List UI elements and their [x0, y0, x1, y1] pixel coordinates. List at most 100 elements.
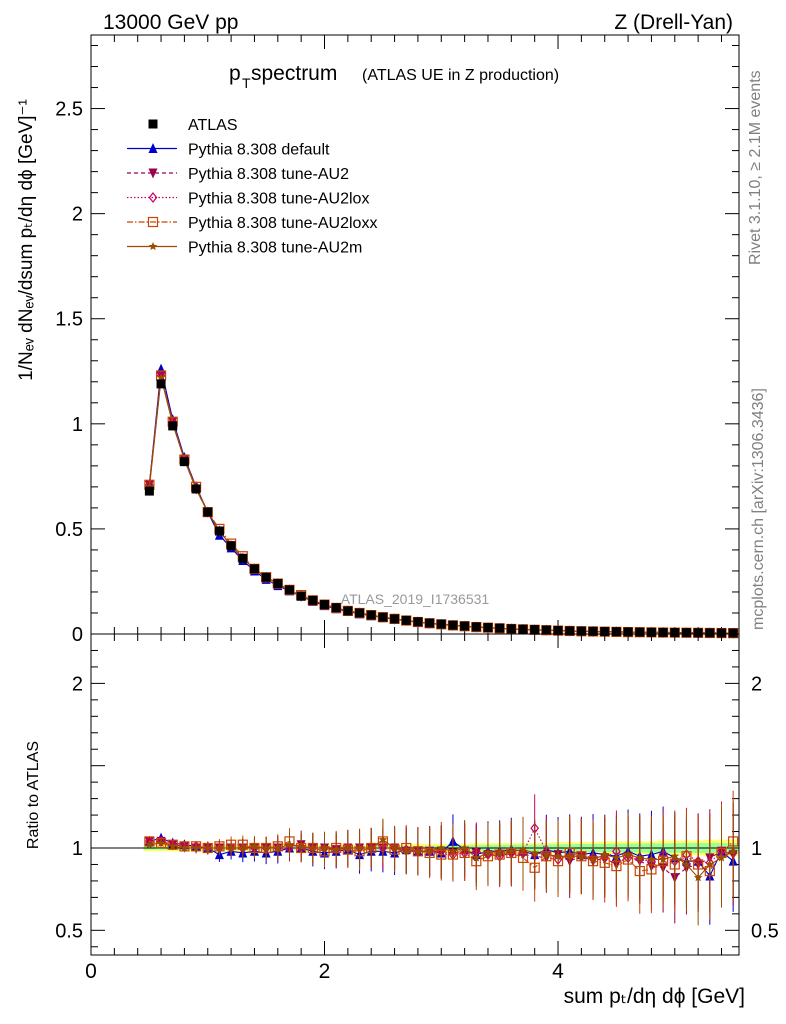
x-tick-label: 0	[85, 960, 97, 983]
data-point	[249, 564, 259, 574]
data-point	[705, 628, 715, 638]
ratio-point	[693, 873, 703, 882]
data-point	[320, 600, 330, 610]
legend-label: ATLAS	[188, 117, 238, 134]
legend-label: Pythia 8.308 default	[188, 142, 330, 159]
y-tick-label-zero: 0	[72, 624, 83, 646]
legend-label: Pythia 8.308 tune-AU2m	[188, 240, 362, 257]
ratio-point	[507, 846, 516, 855]
ratio-point	[705, 860, 715, 869]
series-atlas	[144, 379, 738, 638]
data-point	[658, 627, 668, 637]
ratio-point	[542, 850, 551, 859]
data-point	[401, 615, 411, 625]
main-panel: 0.5 1 1.5 2 2.5 0	[55, 34, 740, 646]
ratio-point	[460, 843, 469, 852]
data-point	[518, 624, 528, 634]
data-point	[693, 628, 703, 638]
x-axis-label: sum pₜ/dη dϕ [GeV]	[564, 985, 745, 1008]
data-point	[565, 626, 575, 636]
legend-item-default: Pythia 8.308 default	[127, 142, 330, 159]
mcplots-label: mcplots.cern.ch [arXiv:1306.3436]	[750, 388, 767, 630]
data-point	[413, 617, 423, 627]
ratio-point	[320, 843, 329, 852]
legend-item-au2m: Pythia 8.308 tune-AU2m	[127, 240, 362, 257]
legend-item-atlas: ATLAS	[148, 117, 238, 134]
y-axis-label-ratio: Ratio to ATLAS	[25, 741, 42, 849]
y-tick-label: 0.5	[55, 519, 83, 541]
data-point	[611, 627, 621, 637]
ratio-point	[215, 843, 224, 852]
ratio-point	[612, 853, 621, 862]
ratio-point	[682, 860, 691, 869]
ratio-point	[565, 851, 574, 860]
legend: ATLAS Pythia 8.308 default Pythia 8.308 tu…	[127, 117, 377, 257]
data-point	[296, 591, 306, 601]
ratio-point	[577, 851, 586, 860]
ratio-y-tick-label: 2	[72, 673, 83, 695]
data-point	[366, 610, 376, 620]
ratio-point	[728, 846, 738, 855]
y-tick-label: 2	[72, 204, 83, 226]
data-point	[144, 486, 154, 496]
header-left: 13000 GeV pp	[103, 11, 238, 34]
data-point	[646, 627, 656, 637]
ratio-point	[156, 835, 166, 847]
ratio-point	[378, 835, 388, 844]
data-point	[355, 608, 365, 618]
y-tick-label: 2.5	[55, 99, 83, 121]
data-point	[273, 579, 283, 589]
ratio-point	[180, 843, 189, 852]
ratio-point	[226, 843, 236, 852]
ratio-point	[308, 843, 318, 852]
ratio-point	[285, 840, 294, 849]
data-point	[226, 541, 236, 551]
ratio-point	[717, 853, 726, 862]
data-point	[576, 626, 586, 636]
data-point	[495, 623, 505, 633]
ratio-point	[448, 846, 458, 855]
legend-label: Pythia 8.308 tune-AU2loxx	[188, 215, 377, 232]
ratio-point	[483, 848, 493, 857]
ratio-point	[355, 843, 364, 852]
ratio-point	[402, 846, 411, 855]
data-point	[623, 627, 633, 637]
ratio-point	[250, 841, 259, 850]
data-point	[378, 612, 388, 622]
ratio-point	[191, 843, 201, 852]
ratio-point	[296, 841, 306, 850]
data-point	[635, 627, 645, 637]
ratio-point	[658, 855, 668, 864]
ratio-point	[623, 850, 633, 859]
data-point	[460, 621, 470, 631]
legend-label: Pythia 8.308 tune-AU2	[188, 166, 349, 183]
ratio-point	[155, 837, 167, 849]
ratio-y-tick-label-right: 0.5	[751, 920, 779, 942]
ratio-point	[553, 851, 563, 860]
data-point	[214, 526, 224, 536]
analysis-watermark: ATLAS_2019_I1736531	[341, 591, 490, 607]
data-point	[588, 626, 598, 636]
data-point	[156, 379, 166, 389]
data-point	[191, 484, 201, 494]
data-point	[728, 628, 738, 638]
ratio-point	[343, 843, 353, 852]
ratio-y-tick-label-right: 1	[751, 838, 762, 860]
data-point	[390, 614, 400, 624]
ratio-point	[600, 850, 609, 859]
data-point	[261, 572, 271, 582]
legend-item-au2lox: Pythia 8.308 tune-AU2lox	[127, 191, 369, 208]
ratio-point	[518, 845, 528, 854]
ratio-point	[273, 843, 283, 852]
ratio-point	[390, 843, 399, 852]
data-point	[436, 619, 446, 629]
ratio-point	[331, 845, 341, 854]
ratio-y-tick-label: 1	[72, 838, 83, 860]
data-point	[681, 628, 691, 638]
ratio-series-au2m	[145, 800, 738, 926]
legend-marker	[148, 143, 158, 153]
data-point	[179, 457, 189, 467]
ratio-point	[530, 848, 539, 857]
data-point	[448, 620, 458, 630]
